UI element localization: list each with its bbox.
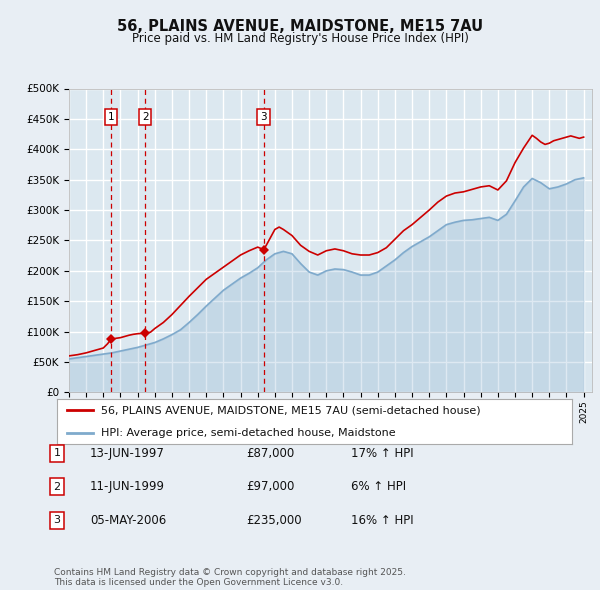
Text: 05-MAY-2006: 05-MAY-2006 xyxy=(90,514,166,527)
Text: 56, PLAINS AVENUE, MAIDSTONE, ME15 7AU (semi-detached house): 56, PLAINS AVENUE, MAIDSTONE, ME15 7AU (… xyxy=(101,405,481,415)
Text: 16% ↑ HPI: 16% ↑ HPI xyxy=(351,514,413,527)
Text: 6% ↑ HPI: 6% ↑ HPI xyxy=(351,480,406,493)
Text: 11-JUN-1999: 11-JUN-1999 xyxy=(90,480,165,493)
Text: 2: 2 xyxy=(53,482,61,491)
Text: 1: 1 xyxy=(107,112,114,122)
Text: £87,000: £87,000 xyxy=(246,447,294,460)
Text: 3: 3 xyxy=(53,516,61,525)
Text: 2: 2 xyxy=(142,112,148,122)
Text: 3: 3 xyxy=(260,112,267,122)
Text: HPI: Average price, semi-detached house, Maidstone: HPI: Average price, semi-detached house,… xyxy=(101,428,395,438)
Text: 1: 1 xyxy=(53,448,61,458)
Text: Contains HM Land Registry data © Crown copyright and database right 2025.
This d: Contains HM Land Registry data © Crown c… xyxy=(54,568,406,587)
Text: 56, PLAINS AVENUE, MAIDSTONE, ME15 7AU: 56, PLAINS AVENUE, MAIDSTONE, ME15 7AU xyxy=(117,19,483,34)
Text: 13-JUN-1997: 13-JUN-1997 xyxy=(90,447,165,460)
Text: Price paid vs. HM Land Registry's House Price Index (HPI): Price paid vs. HM Land Registry's House … xyxy=(131,32,469,45)
Text: £235,000: £235,000 xyxy=(246,514,302,527)
Text: £97,000: £97,000 xyxy=(246,480,295,493)
Text: 17% ↑ HPI: 17% ↑ HPI xyxy=(351,447,413,460)
